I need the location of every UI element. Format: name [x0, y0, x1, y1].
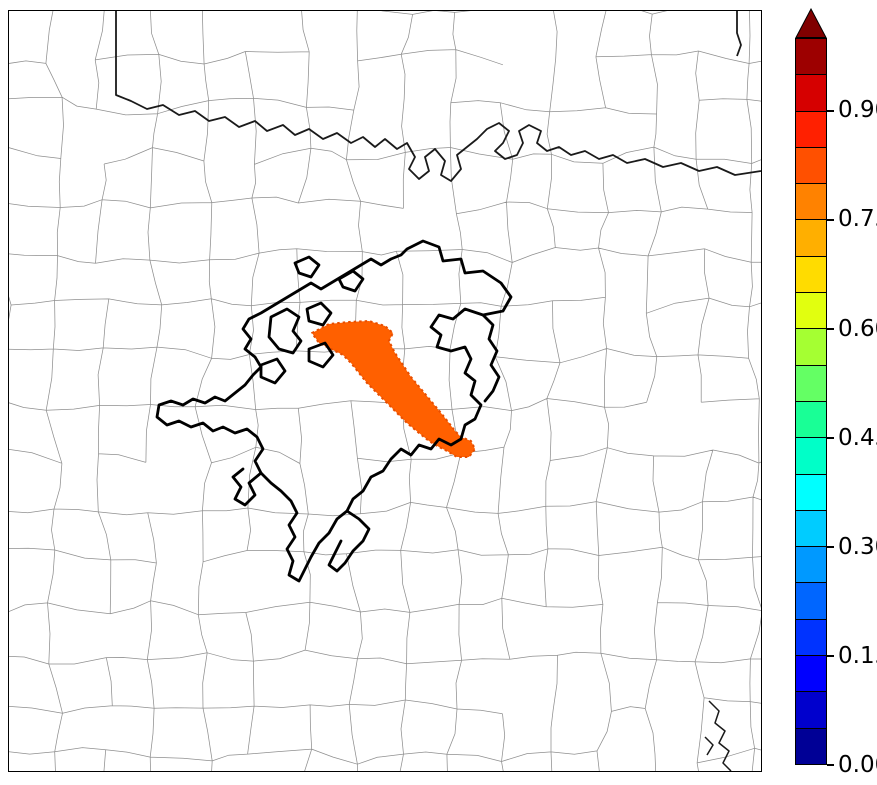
- colorbar-tick-label: 0.75: [838, 206, 877, 232]
- colorbar-ticks: [827, 38, 834, 766]
- contour-inner-loop-2: [305, 301, 333, 327]
- colorbar-tick-label: 0.15: [838, 643, 877, 669]
- colorbar-bar: [795, 38, 827, 765]
- contour-inner-loop-4: [307, 341, 335, 369]
- contour-inner-loop-6: [337, 269, 365, 293]
- colorbar-tick-label: 0.60: [838, 316, 877, 342]
- county-boundaries: [9, 11, 761, 771]
- contour-right-arm: [481, 313, 501, 403]
- contour-inner-loop-5: [293, 255, 321, 279]
- contour-inner-loop-1: [267, 307, 303, 355]
- contour-inner-loop-3: [259, 357, 287, 385]
- river-bottom-right: [704, 700, 732, 771]
- northeast-state-border: [736, 11, 742, 57]
- forecast-outline-contour: [155, 239, 513, 583]
- probability-filled-region: [311, 320, 476, 458]
- colorbar-tick-label: 0.90: [838, 97, 877, 123]
- contour-southwest-spur: [231, 467, 263, 507]
- contour-south-arm: [327, 509, 371, 573]
- state-border: [115, 11, 761, 771]
- map-canvas: [9, 11, 761, 771]
- map-panel: [8, 10, 762, 772]
- contour-main-loop: [155, 239, 513, 583]
- red-river-state-border: [115, 11, 761, 182]
- colorbar-tick-label: 0.30: [838, 534, 877, 560]
- colorbar-tick-label: 0.45: [838, 425, 877, 451]
- colorbar-tick-label: 0.00: [838, 752, 877, 778]
- colorbar-extend-arrow: [795, 8, 827, 38]
